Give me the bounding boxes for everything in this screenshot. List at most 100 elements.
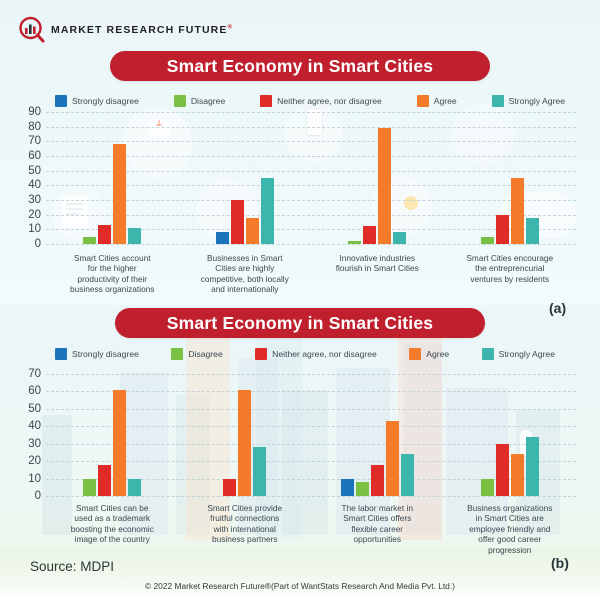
bar[interactable] xyxy=(98,224,112,244)
legend-item-agree[interactable]: Agree xyxy=(416,95,457,107)
bar[interactable] xyxy=(83,236,97,244)
x-axis-label: The labor market in Smart Cities offers … xyxy=(341,503,413,545)
legend-item-strongly_disagree[interactable]: Strongly disagree xyxy=(55,348,139,360)
source-label: Source: MDPI xyxy=(30,559,115,574)
bar[interactable] xyxy=(480,236,494,244)
gridline xyxy=(46,478,576,480)
gridline xyxy=(46,443,576,445)
copyright-label: © 2022 Market Research Future®(Part of W… xyxy=(145,581,455,591)
bar[interactable] xyxy=(480,478,494,496)
y-axis-tick: 10 xyxy=(28,472,41,485)
bar[interactable] xyxy=(245,217,259,244)
bar[interactable] xyxy=(238,389,252,496)
legend-swatch-agree xyxy=(416,95,429,107)
bar[interactable] xyxy=(400,454,414,496)
bar-group xyxy=(311,112,444,244)
bar[interactable] xyxy=(495,443,509,496)
x-axis-label: Innovative industries flourish in Smart … xyxy=(335,253,419,274)
x-axis-label: Smart Cities encourage the entreprencuri… xyxy=(466,253,554,284)
y-axis-tick: 70 xyxy=(28,135,41,148)
y-axis-tick: 50 xyxy=(28,402,41,415)
bar[interactable] xyxy=(113,389,127,496)
bar[interactable] xyxy=(525,217,539,244)
bar[interactable] xyxy=(230,200,244,244)
bar-group xyxy=(46,112,179,244)
y-axis-tick: 20 xyxy=(28,208,41,221)
y-axis-tick: 90 xyxy=(28,106,41,118)
gridline xyxy=(46,461,576,463)
bar[interactable] xyxy=(363,226,377,244)
y-axis-tick: 70 xyxy=(28,368,41,380)
bar[interactable] xyxy=(113,144,127,244)
legend-item-disagree[interactable]: Disagree xyxy=(173,95,226,107)
y-axis-tick: 40 xyxy=(28,179,41,192)
panel-a-background xyxy=(0,0,600,305)
bar[interactable] xyxy=(510,178,524,244)
x-axis-label: Business organizations in Smart Cities a… xyxy=(467,503,553,555)
panel-a-legend: Strongly disagree Disagree Neither agree, … xyxy=(55,95,565,107)
legend-item-neither[interactable]: Neither agree, nor disagree xyxy=(255,348,377,360)
brand-logo-label: MARKET RESEARCH FUTURE xyxy=(51,24,228,36)
y-axis-tick: 30 xyxy=(28,437,41,450)
gridline xyxy=(46,244,576,245)
bar[interactable] xyxy=(128,227,142,244)
bar-group xyxy=(444,112,577,244)
bar[interactable] xyxy=(128,478,142,496)
bar[interactable] xyxy=(340,478,354,496)
gridline xyxy=(46,141,576,143)
bar-group xyxy=(46,374,179,496)
panel-b-chart: 0 10 20 30 40 50 60 70 xyxy=(28,368,576,502)
brand-logo-text: MARKET RESEARCH FUTURE® xyxy=(51,24,233,36)
bar-group xyxy=(179,374,312,496)
legend-swatch-strongly_agree xyxy=(481,348,494,360)
gridline xyxy=(46,112,576,113)
bar[interactable] xyxy=(370,464,384,496)
panel-a-title: Smart Economy in Smart Cities xyxy=(110,51,490,81)
gridline xyxy=(46,156,576,157)
y-axis-tick: 10 xyxy=(28,223,41,236)
legend-label-neither: Neither agree, nor disagree xyxy=(272,349,377,359)
legend-swatch-agree xyxy=(409,348,422,360)
legend-label-strongly_disagree: Strongly disagree xyxy=(72,349,139,359)
legend-item-strongly_agree[interactable]: Strongly Agree xyxy=(491,95,565,107)
registered-mark-icon: ® xyxy=(227,24,233,31)
bar-group xyxy=(179,112,312,244)
legend-item-disagree[interactable]: Disagree xyxy=(171,348,223,360)
bar[interactable] xyxy=(385,421,399,496)
gridline xyxy=(46,126,576,128)
panel-b-title: Smart Economy in Smart Cities xyxy=(115,308,485,338)
legend-label-agree: Agree xyxy=(433,96,457,106)
panel-b-legend: Strongly disagree Disagree Neither agree, … xyxy=(55,348,555,360)
y-axis-tick: 40 xyxy=(28,420,41,433)
bar[interactable] xyxy=(260,178,274,244)
legend-label-disagree: Disagree xyxy=(188,349,223,359)
legend-label-disagree: Disagree xyxy=(190,96,226,106)
y-axis-tick: 50 xyxy=(28,164,41,177)
gridline xyxy=(46,496,576,497)
legend-item-strongly_agree[interactable]: Strongly Agree xyxy=(481,348,555,360)
bar[interactable] xyxy=(348,241,362,244)
legend-item-neither[interactable]: Neither agree, nor disagree xyxy=(260,95,382,107)
legend-item-agree[interactable]: Agree xyxy=(409,348,449,360)
panel-a-tag: (a) xyxy=(549,300,567,316)
legend-swatch-neither xyxy=(255,348,268,360)
bar[interactable] xyxy=(495,214,509,244)
bar[interactable] xyxy=(253,447,267,496)
bar[interactable] xyxy=(378,128,392,244)
y-axis-tick: 60 xyxy=(28,385,41,398)
y-axis-tick: 30 xyxy=(28,194,41,206)
legend-label-agree: Agree xyxy=(426,349,450,359)
bar[interactable] xyxy=(98,464,112,496)
bar[interactable] xyxy=(393,232,407,244)
bar[interactable] xyxy=(355,482,369,496)
bar[interactable] xyxy=(215,232,229,244)
bar[interactable] xyxy=(223,478,237,496)
legend-item-strongly_disagree[interactable]: Strongly disagree xyxy=(55,95,139,107)
bar[interactable] xyxy=(83,478,97,496)
x-axis-label: Smart Cities provide fruitful connection… xyxy=(207,503,283,545)
bar[interactable] xyxy=(525,436,539,496)
gridline xyxy=(46,374,576,375)
brand-logo: MARKET RESEARCH FUTURE® xyxy=(18,16,233,44)
bar[interactable] xyxy=(510,454,524,496)
legend-swatch-neither xyxy=(260,95,273,107)
